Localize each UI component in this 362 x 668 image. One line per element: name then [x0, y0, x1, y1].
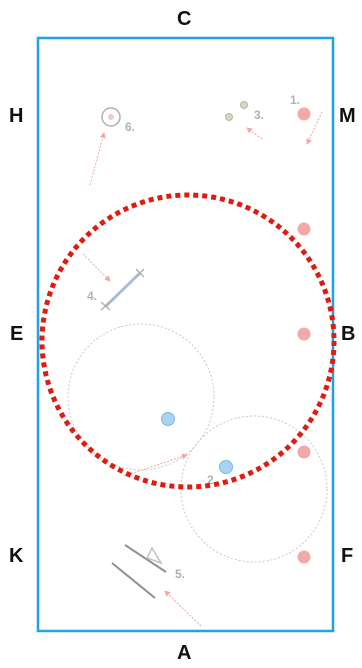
letter-right-middle: B — [341, 323, 356, 345]
highlight-circle — [39, 192, 337, 490]
arrow-step6 — [89, 132, 106, 186]
arrow-step2 — [123, 453, 188, 477]
arrow-step3 — [246, 127, 263, 140]
step-label-6: 6. — [125, 120, 135, 134]
letter-left-middle: E — [10, 323, 24, 345]
letter-left-upper: H — [9, 105, 24, 127]
letter-left-lower: K — [9, 545, 24, 567]
letter-right-upper: M — [339, 105, 356, 127]
guide-arrows — [82, 111, 323, 627]
ball-lower — [219, 460, 233, 474]
step-label-3: 3. — [254, 108, 264, 122]
step-label-4: 4. — [87, 289, 97, 303]
step-label-2: 2. — [207, 473, 217, 487]
step3-dot-b — [240, 101, 248, 109]
side-markers — [297, 107, 311, 564]
step5-ramp-icon — [111, 544, 167, 599]
marker-upper — [297, 222, 311, 236]
marker-f — [297, 550, 311, 564]
arrow-step4 — [82, 253, 111, 282]
letter-top: C — [177, 8, 192, 30]
step6-ring-inner — [108, 114, 114, 120]
letter-bottom: A — [177, 642, 192, 664]
arena-border — [36, 36, 335, 633]
path-circle-left — [67, 323, 215, 471]
step-label-5: 5. — [175, 567, 185, 581]
step-label-1: 1. — [290, 93, 300, 107]
marker-m — [297, 107, 311, 121]
step3-dot-a — [225, 113, 233, 121]
step6-ring-icon — [101, 107, 121, 127]
letter-right-lower: F — [341, 545, 354, 567]
arrow-step5 — [164, 590, 202, 627]
step4-pole-icon — [100, 268, 145, 311]
marker-b — [297, 327, 311, 341]
path-circle-right — [180, 415, 328, 563]
marker-lower — [297, 445, 311, 459]
ball-center — [161, 412, 175, 426]
arrow-step1 — [306, 111, 323, 145]
